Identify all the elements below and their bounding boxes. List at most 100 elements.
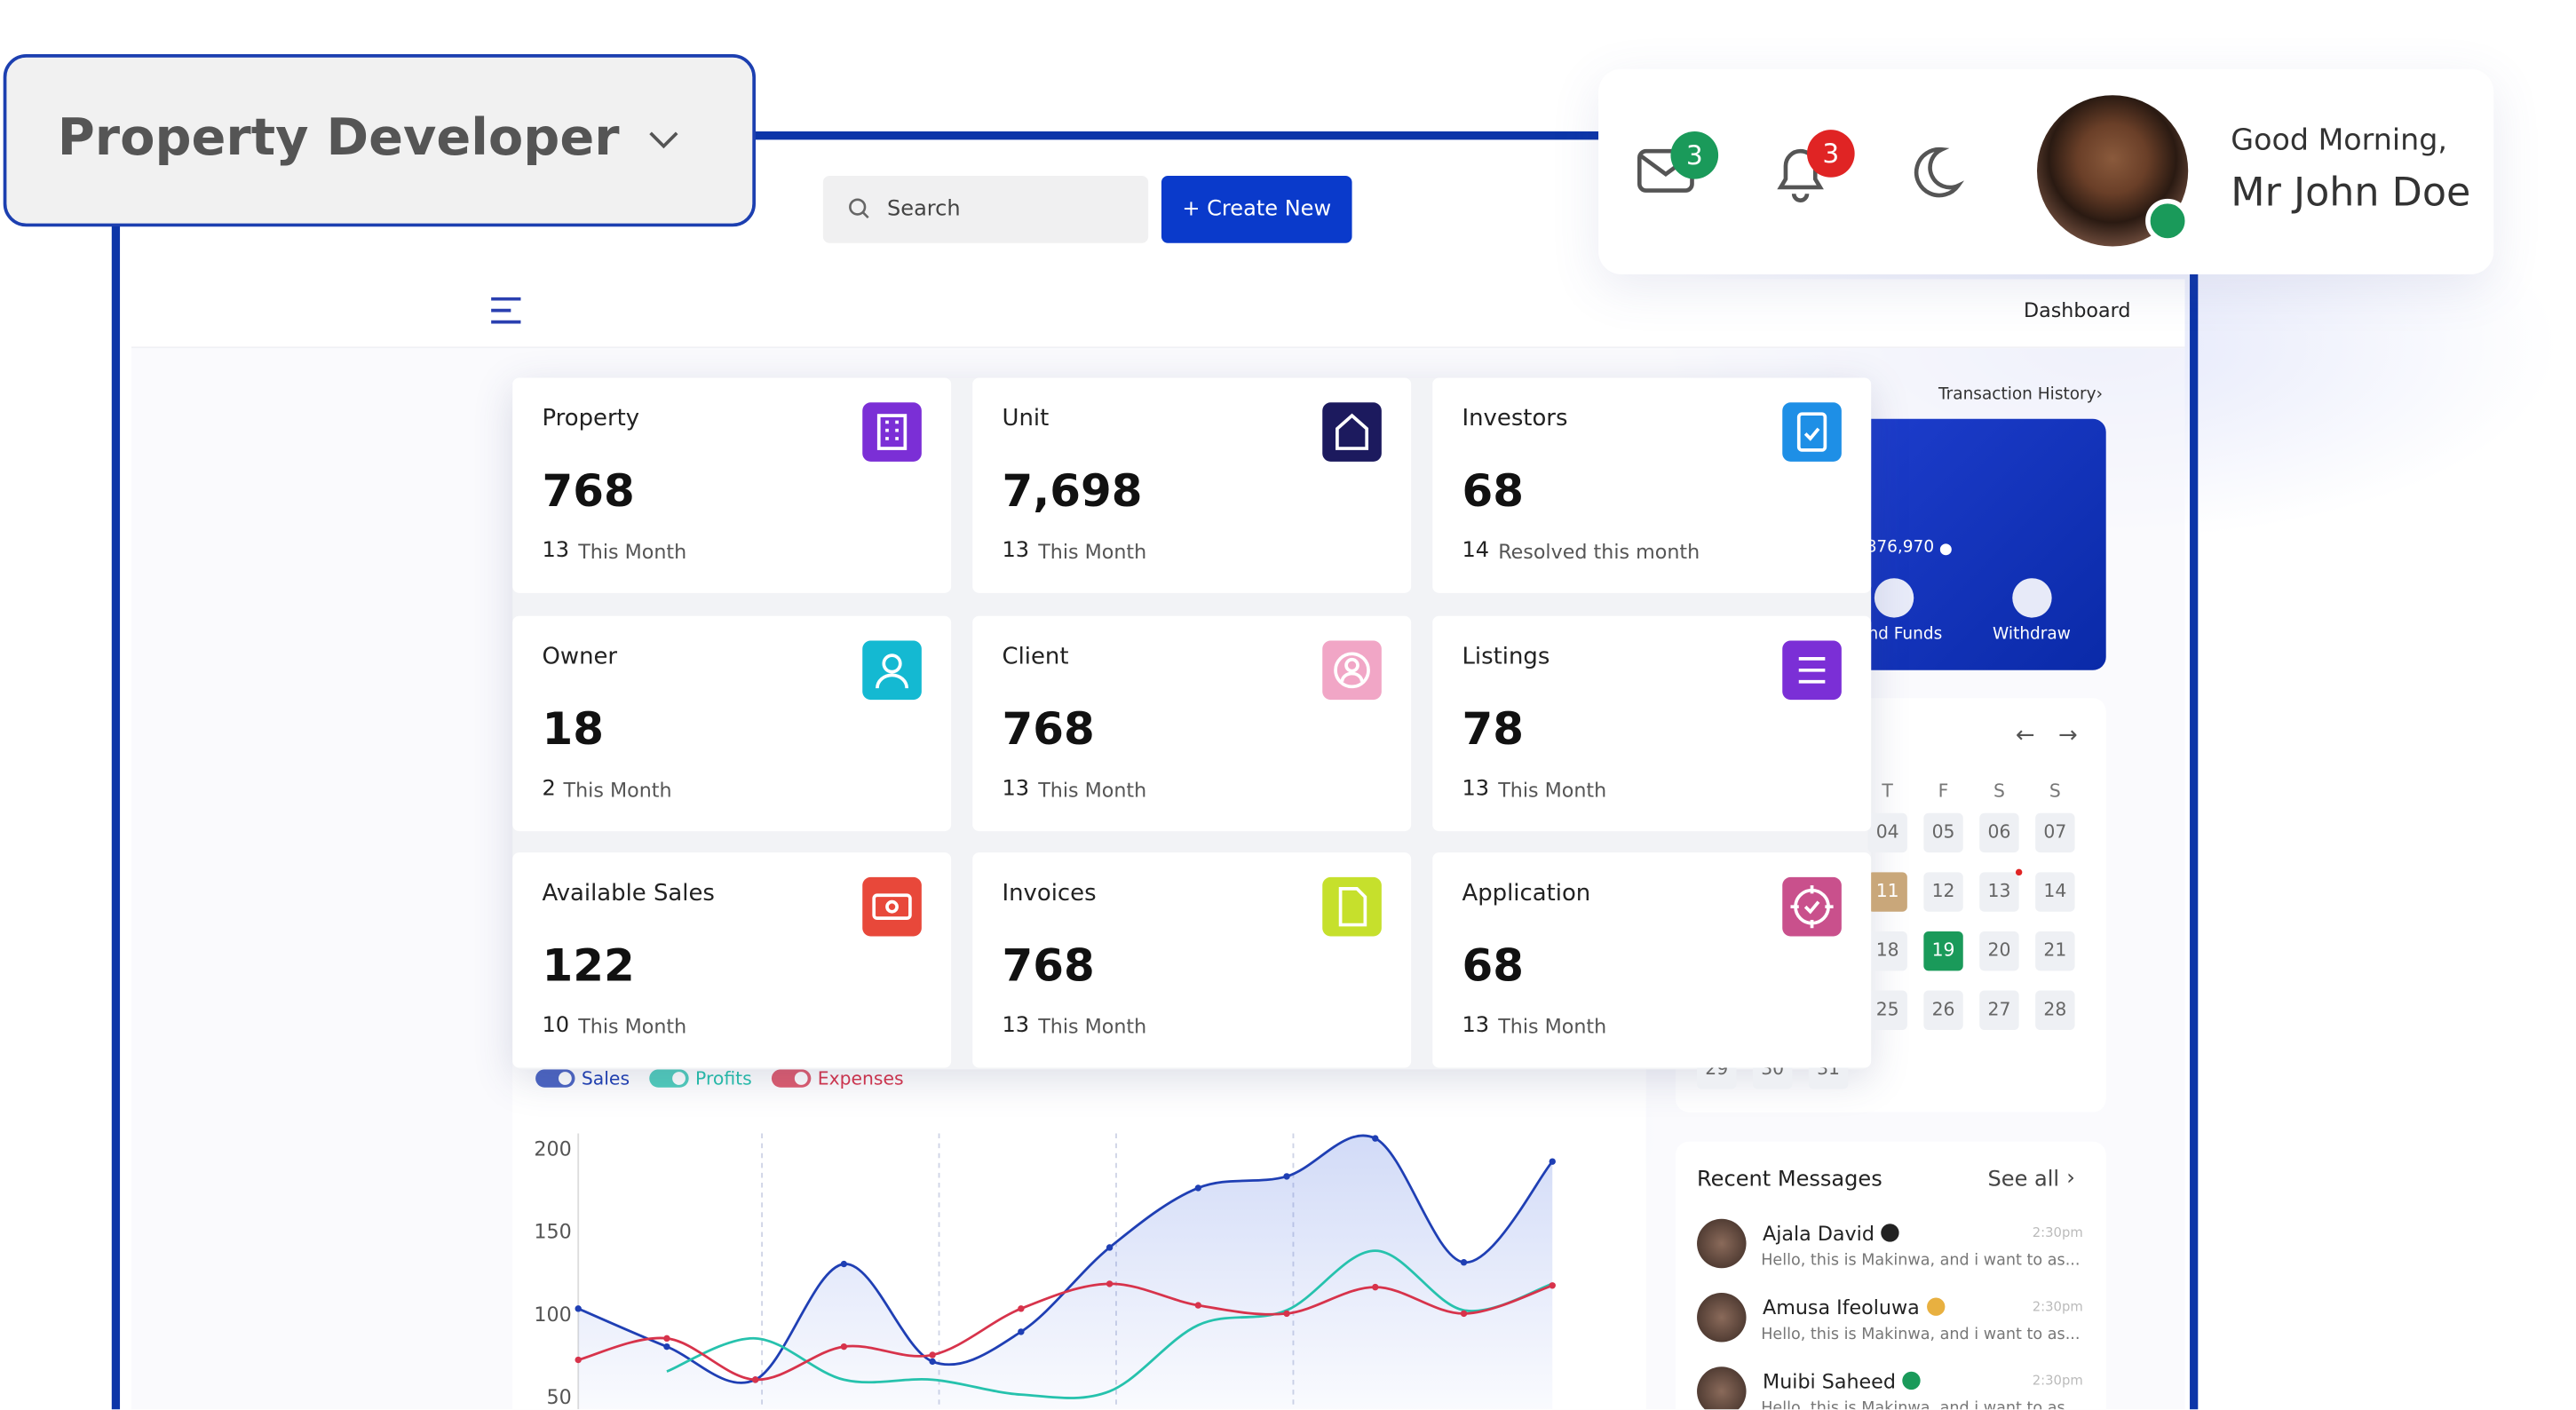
stat-label: Property xyxy=(542,405,640,432)
calendar-day[interactable]: 13 xyxy=(1979,872,2019,912)
user-name: Mr John Doe xyxy=(2231,169,2471,216)
point xyxy=(751,1376,759,1383)
y-tick-label: 200 xyxy=(534,1138,571,1161)
message-time: 2:30pm xyxy=(2032,1299,2083,1314)
point xyxy=(1372,1135,1379,1142)
verified-badge xyxy=(1881,1224,1899,1242)
calendar-day[interactable]: 28 xyxy=(2035,990,2075,1030)
y-tick-label: 100 xyxy=(534,1303,571,1327)
mail-badge: 3 xyxy=(1670,131,1719,179)
action-label: nd Funds xyxy=(1867,625,1943,645)
calendar-day[interactable]: 27 xyxy=(1979,990,2019,1030)
stat-label: Application xyxy=(1462,880,1591,907)
point xyxy=(840,1260,848,1268)
prev-arrow[interactable]: ← xyxy=(2015,723,2035,749)
point xyxy=(929,1358,936,1366)
stat-count: 13 xyxy=(1462,777,1490,802)
menu-icon[interactable] xyxy=(487,296,527,325)
stat-count: 2 xyxy=(542,777,556,802)
sender-name: Ajala David xyxy=(1763,1222,1875,1246)
calendar-day[interactable]: 11 xyxy=(1867,872,1907,912)
calendar-day[interactable]: 12 xyxy=(1923,872,1963,912)
stat-count: 13 xyxy=(542,538,570,564)
sender-name: Amusa Ifeoluwa xyxy=(1763,1295,1920,1319)
point xyxy=(575,1356,582,1364)
legend-label: Profits xyxy=(695,1067,752,1089)
message-time: 2:30pm xyxy=(2032,1373,2083,1389)
message-preview: Hello, this is Makinwa, and i want to as… xyxy=(1761,1325,2081,1344)
stat-value: 68 xyxy=(1462,941,1525,993)
point xyxy=(1018,1305,1025,1312)
message-preview: Hello, this is Makinwa, and i want to as… xyxy=(1761,1399,2081,1410)
calendar-day[interactable]: 05 xyxy=(1923,812,1963,853)
weekday: S xyxy=(2049,780,2061,802)
stat-note: This Month xyxy=(1038,540,1147,564)
stat-note: This Month xyxy=(578,1015,687,1039)
stat-count: 10 xyxy=(542,1013,570,1039)
calendar-day[interactable]: 19 xyxy=(1923,931,1963,971)
point xyxy=(1106,1280,1114,1287)
calendar-day[interactable]: 26 xyxy=(1923,990,1963,1030)
point xyxy=(1283,1173,1290,1180)
next-arrow[interactable]: → xyxy=(2058,723,2078,749)
stat-value: 768 xyxy=(1002,941,1095,993)
calendar-day[interactable]: 21 xyxy=(2035,931,2075,971)
point xyxy=(1460,1259,1468,1266)
search-box[interactable] xyxy=(822,175,1149,243)
event-dot xyxy=(2015,868,2023,876)
action-label: Withdraw xyxy=(1993,625,2071,645)
search-placeholder: Search xyxy=(887,197,961,222)
transaction-link[interactable]: Transaction History› xyxy=(1938,385,2103,405)
wallet-balance: 876,970 xyxy=(1866,538,1935,558)
calendar-day[interactable]: 25 xyxy=(1867,990,1907,1030)
calendar-day[interactable]: 14 xyxy=(2035,872,2075,912)
stat-value: 68 xyxy=(1462,466,1525,518)
calendar-day[interactable]: 06 xyxy=(1979,812,2019,853)
avatar[interactable] xyxy=(1697,1292,1747,1343)
calendar-day[interactable]: 20 xyxy=(1979,931,2019,971)
point xyxy=(575,1305,582,1312)
point xyxy=(1549,1158,1556,1165)
stat-icon xyxy=(1322,640,1382,701)
line xyxy=(666,1249,1553,1399)
role-selector[interactable] xyxy=(3,54,756,227)
calendar-day[interactable]: 18 xyxy=(1867,931,1907,971)
stat-value: 78 xyxy=(1462,704,1525,756)
stat-count: 13 xyxy=(1002,777,1030,802)
stat-label: Available Sales xyxy=(542,880,715,907)
message-time: 2:30pm xyxy=(2032,1225,2083,1240)
calendar-day[interactable]: 04 xyxy=(1867,812,1907,853)
avatar[interactable] xyxy=(1697,1366,1747,1410)
point xyxy=(929,1351,936,1359)
see-all-arrow: › xyxy=(2066,1166,2075,1192)
stat-label: Listings xyxy=(1462,644,1550,670)
withdraw-icon[interactable] xyxy=(2012,578,2052,618)
legend-knob xyxy=(794,1072,808,1085)
stat-count: 14 xyxy=(1462,538,1490,564)
stat-note: This Month xyxy=(1038,1015,1147,1039)
legend-label: Sales xyxy=(582,1067,630,1089)
sub-header xyxy=(131,279,2185,349)
create-button[interactable]: + Create New xyxy=(1161,175,1352,243)
stat-icon xyxy=(862,640,922,701)
stat-note: This Month xyxy=(563,778,672,802)
line xyxy=(577,1282,1553,1382)
messages-card xyxy=(1676,1141,2106,1410)
online-dot xyxy=(2145,198,2191,243)
stat-icon xyxy=(1782,876,1842,937)
stat-note: This Month xyxy=(1498,1015,1607,1039)
avatar[interactable] xyxy=(1697,1218,1747,1269)
theme-toggle[interactable] xyxy=(1906,143,1965,202)
legend-label: Expenses xyxy=(818,1067,904,1089)
calendar-day[interactable]: 07 xyxy=(2035,812,2075,853)
stat-label: Owner xyxy=(542,644,618,670)
stat-icon xyxy=(862,402,922,462)
stat-note: This Month xyxy=(1498,778,1607,802)
stat-note: This Month xyxy=(1038,778,1147,802)
see-all[interactable]: See all xyxy=(1987,1168,2060,1193)
chevron xyxy=(649,131,678,149)
send-icon[interactable] xyxy=(1874,578,1914,618)
